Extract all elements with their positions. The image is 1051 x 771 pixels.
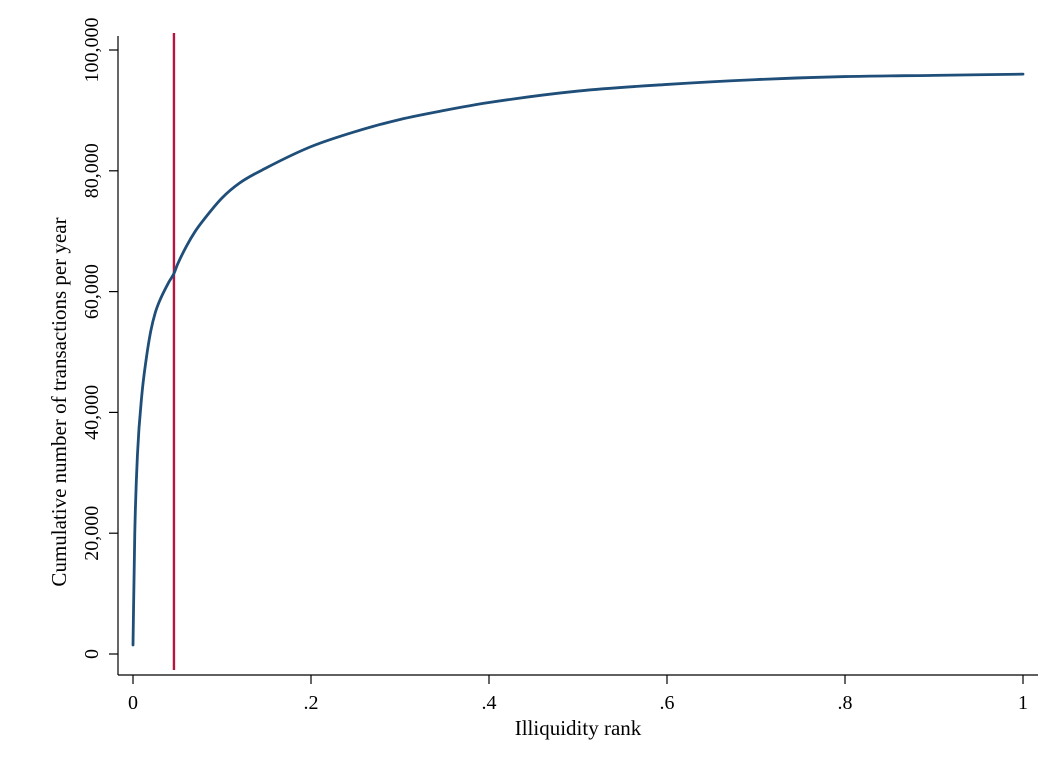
x-tick-label: .4 — [482, 692, 497, 714]
series-group — [131, 72, 1025, 647]
y-tick-label: 60,000 — [81, 264, 103, 319]
y-tick-label: 80,000 — [81, 143, 103, 198]
x-tick-label: .2 — [304, 692, 319, 714]
x-axis-title: Illiquidity rank — [515, 716, 642, 740]
series-line — [131, 72, 1025, 647]
y-tick-label: 40,000 — [81, 385, 103, 440]
y-axis-title: Cumulative number of transactions per ye… — [47, 217, 71, 586]
x-tick-label: .6 — [660, 692, 675, 714]
y-tick-label: 20,000 — [81, 506, 103, 561]
y-tick-label: 0 — [81, 649, 103, 659]
x-tick-label: 1 — [1018, 692, 1028, 714]
plot-area — [131, 33, 1025, 670]
x-tick-label: .8 — [838, 692, 853, 714]
x-tick-label: 0 — [128, 692, 138, 714]
x-axis-ticks: 0 .2 .4 .6 .8 1 — [128, 675, 1028, 714]
y-tick-label: 100,000 — [81, 18, 103, 83]
y-axis-ticks: 0 20,000 40,000 60,000 80,000 100,000 — [81, 18, 118, 659]
